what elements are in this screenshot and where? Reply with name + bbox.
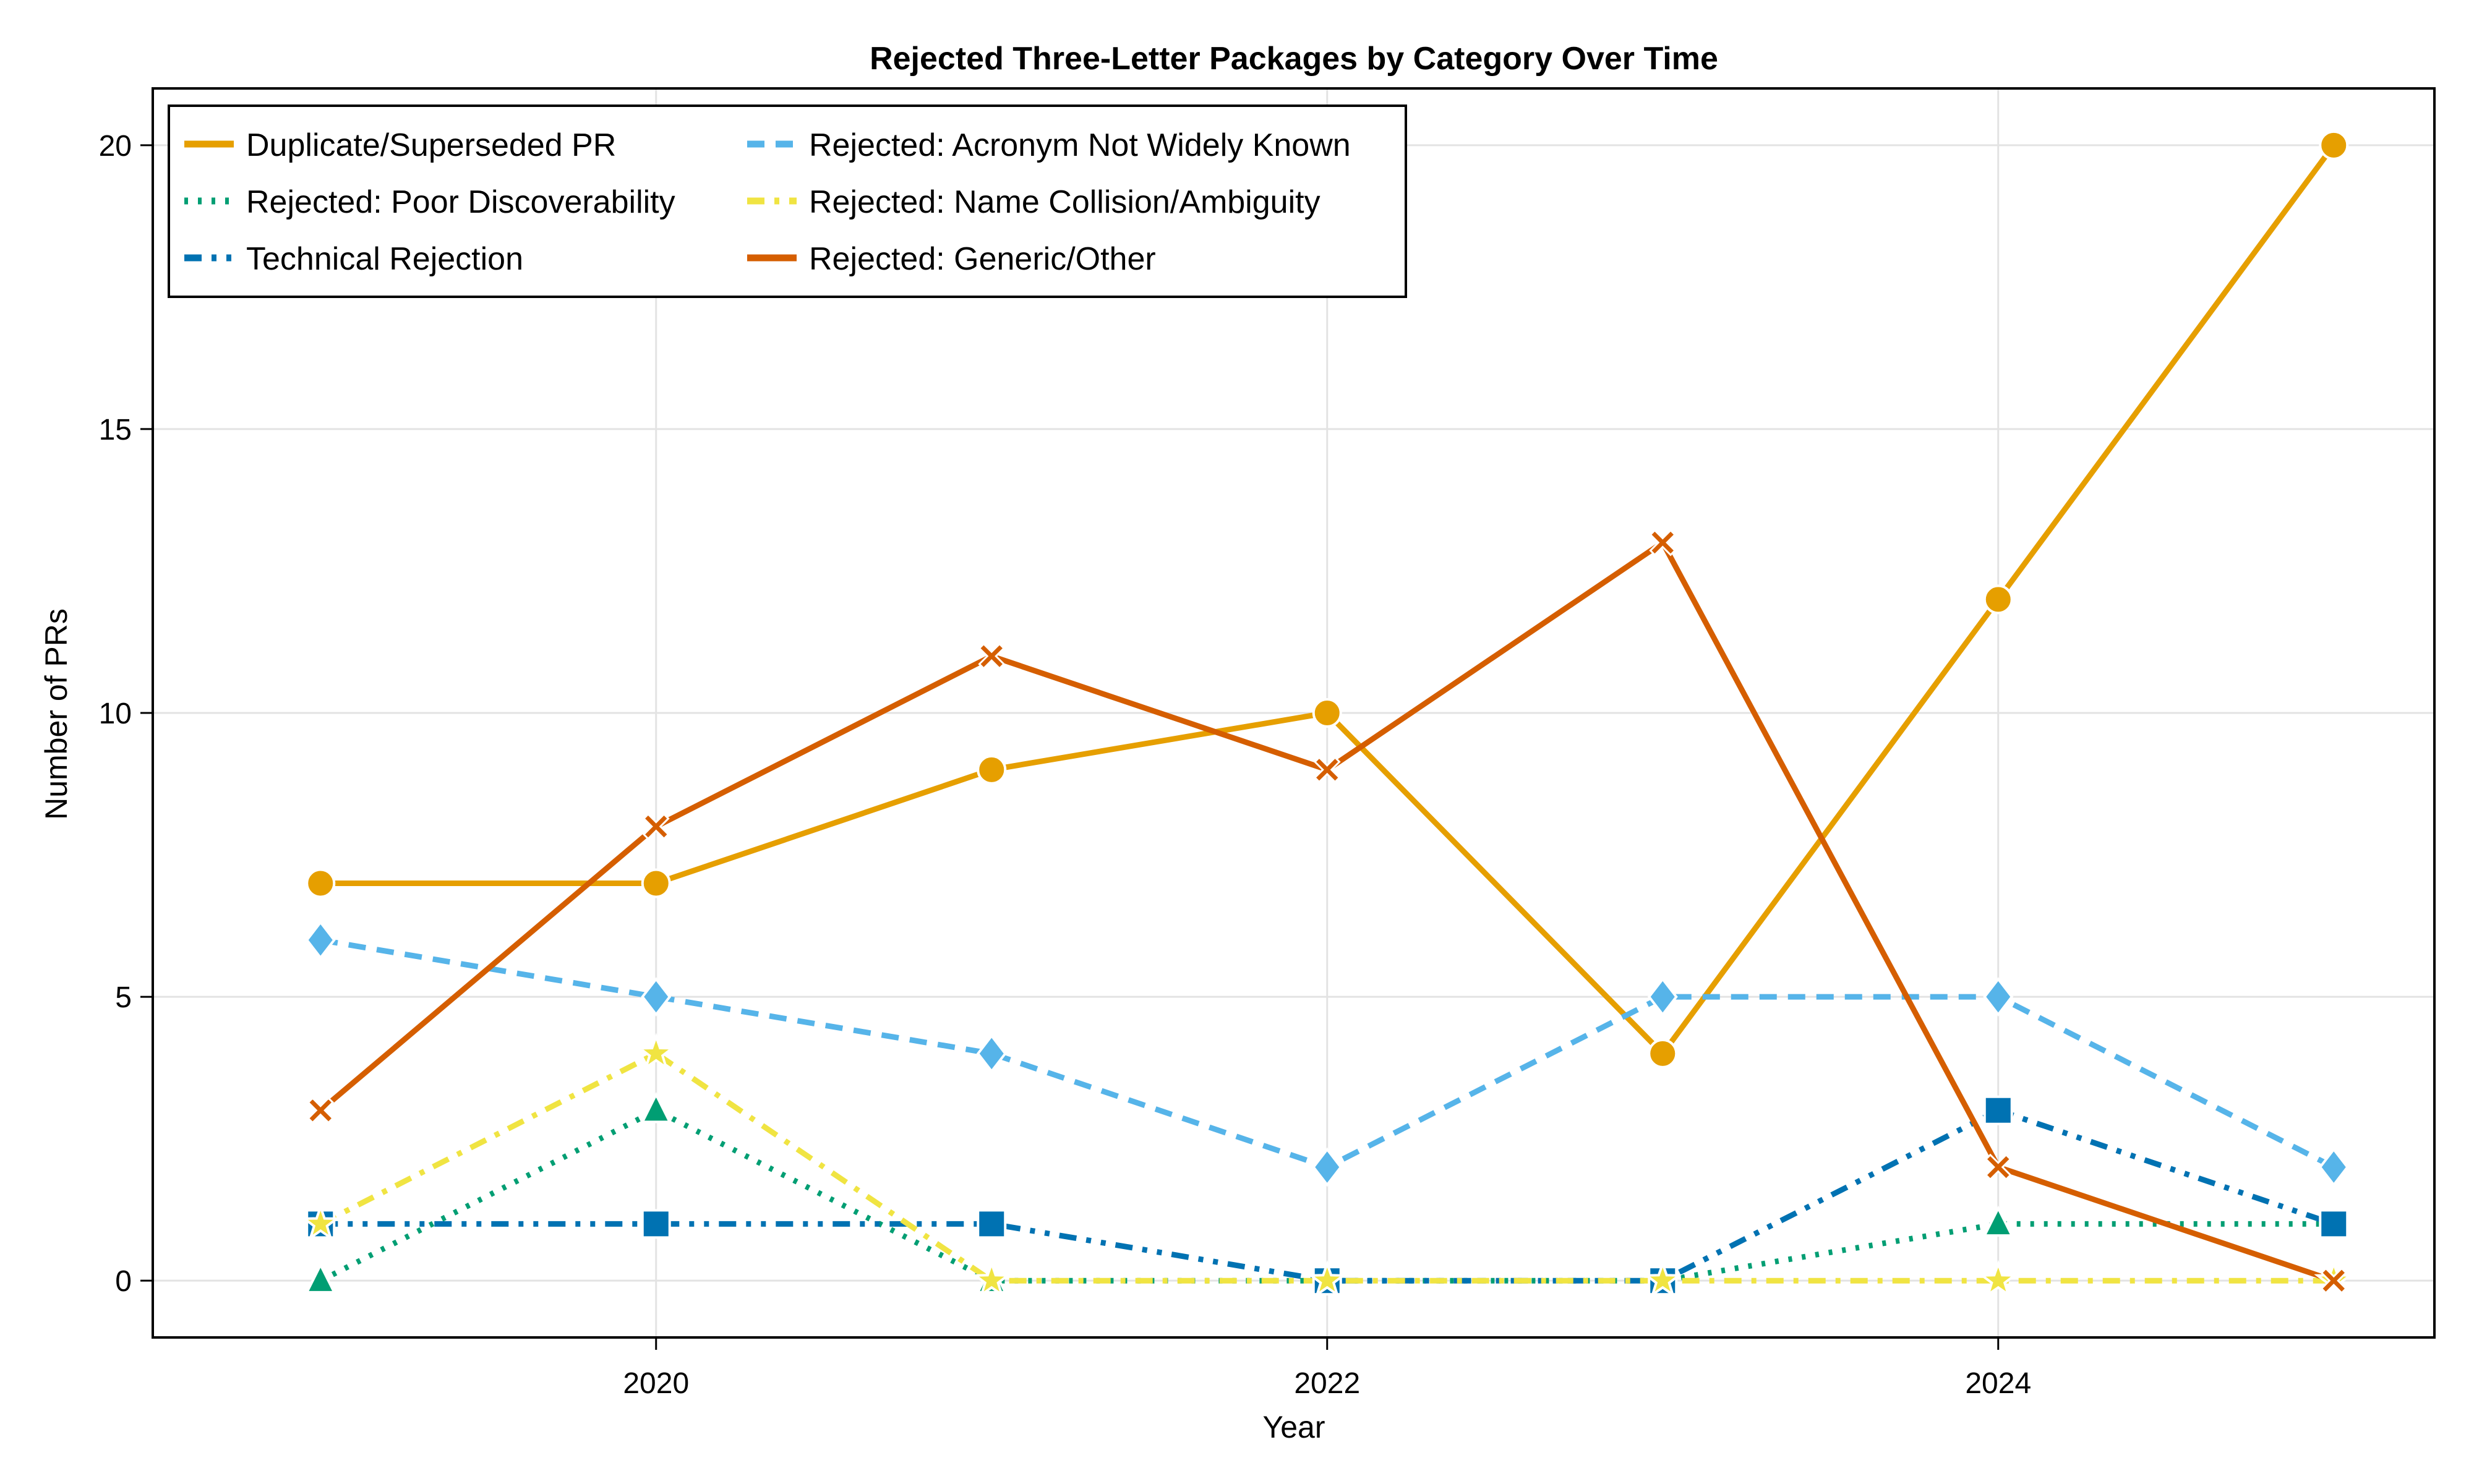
data-point	[1312, 1147, 1343, 1187]
data-point	[1984, 1153, 2012, 1181]
x-axis-label: Year	[1262, 1410, 1325, 1444]
legend: Duplicate/Superseded PR Rejected: Poor Di…	[168, 104, 1407, 298]
series-markers-rejected-name-collision-ambiguity	[301, 1033, 2354, 1298]
chart-title: Rejected Three-Letter Packages by Catego…	[870, 41, 1718, 77]
legend-label: Rejected: Acronym Not Widely Known	[809, 127, 1351, 163]
data-point	[640, 1091, 672, 1124]
data-point	[976, 1034, 1007, 1073]
data-point	[1983, 977, 2014, 1017]
data-point	[1312, 698, 1342, 728]
data-point	[1982, 1205, 2014, 1237]
data-point	[1649, 529, 1677, 556]
x-tick-label: 2024	[1965, 1367, 2031, 1400]
legend-item-duplicate-superseded-pr: Duplicate/Superseded PR	[184, 127, 616, 163]
legend-label: Technical Rejection	[246, 241, 523, 277]
data-point	[641, 1209, 671, 1239]
y-tick-label: 5	[115, 981, 132, 1014]
data-point	[636, 1033, 676, 1071]
data-point	[1983, 1095, 2013, 1125]
data-point	[972, 1260, 1012, 1298]
y-axis-ticks: 0 5 10 15 20	[99, 130, 153, 1298]
data-point	[1983, 584, 2013, 615]
data-point	[1647, 977, 1678, 1017]
data-point	[977, 754, 1007, 785]
legend-label: Rejected: Generic/Other	[809, 241, 1156, 277]
legend-item-rejected-name-collision-ambiguity: Rejected: Name Collision/Ambiguity	[747, 184, 1320, 220]
series-markers-duplicate-superseded-pr	[306, 130, 2349, 1068]
data-point	[2319, 130, 2349, 160]
data-point	[306, 868, 336, 898]
data-point	[642, 812, 670, 840]
y-axis-label: Number of PRs	[39, 608, 74, 820]
legend-label: Rejected: Name Collision/Ambiguity	[809, 184, 1320, 220]
legend-item-rejected-poor-discoverability: Rejected: Poor Discoverability	[184, 184, 675, 220]
y-tick-label: 15	[99, 414, 132, 446]
data-point	[307, 1096, 335, 1124]
data-point	[641, 868, 671, 898]
legend-item-rejected-generic-other: Rejected: Generic/Other	[747, 241, 1156, 277]
data-point	[1978, 1260, 2018, 1298]
x-axis-ticks: 2020 2022 2024	[623, 1337, 2031, 1400]
legend-box	[168, 104, 1407, 298]
data-point	[2319, 1209, 2349, 1239]
series-markers-rejected-acronym-not-widely-known	[305, 920, 2349, 1187]
data-point	[641, 977, 672, 1017]
series-markers-rejected-generic-other	[307, 529, 2348, 1295]
data-point	[305, 920, 336, 960]
x-tick-label: 2020	[623, 1367, 689, 1400]
data-point	[1313, 756, 1341, 783]
data-point	[1307, 1260, 1347, 1298]
legend-label: Duplicate/Superseded PR	[246, 127, 616, 163]
data-point	[1648, 1038, 1678, 1068]
legend-item-rejected-acronym-not-widely-known: Rejected: Acronym Not Widely Known	[747, 127, 1351, 163]
data-point	[305, 1262, 336, 1294]
data-point	[2318, 1147, 2349, 1187]
legend-label: Rejected: Poor Discoverability	[246, 184, 675, 220]
data-point	[977, 1209, 1007, 1239]
legend-item-technical-rejection: Technical Rejection	[184, 241, 523, 277]
y-tick-label: 20	[99, 130, 132, 163]
y-tick-label: 0	[115, 1265, 132, 1298]
data-point	[1643, 1260, 1683, 1298]
data-point	[301, 1203, 341, 1241]
data-point	[978, 642, 1006, 670]
data-point	[2320, 1267, 2348, 1295]
markers-layer	[301, 130, 2354, 1298]
x-tick-label: 2022	[1294, 1367, 1360, 1400]
y-tick-label: 10	[99, 697, 132, 730]
